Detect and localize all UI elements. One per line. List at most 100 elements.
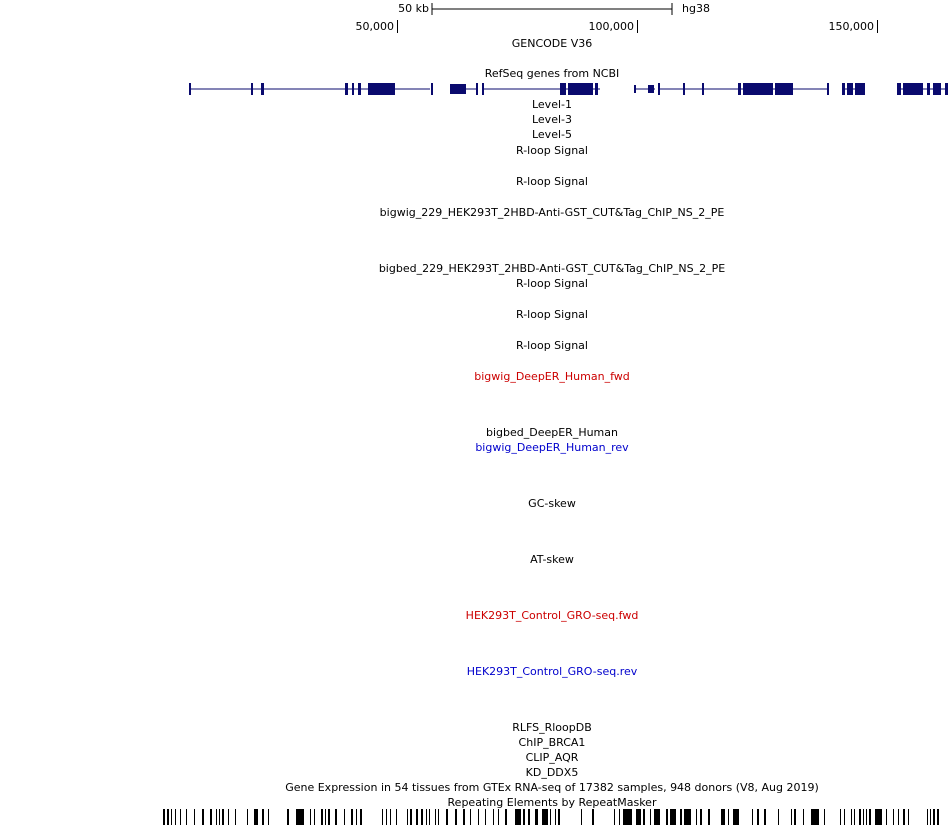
repeat-element [325,809,326,825]
repeat-element [222,809,224,825]
repeat-element [314,809,315,825]
position-label: 100,000 [589,20,635,33]
track-label: Gene Expression in 54 tissues from GTEx … [285,781,819,794]
repeat-element [893,809,894,825]
repeat-element [386,809,387,825]
track-label: HEK293T_Control_GRO-seq.fwd [466,609,639,622]
repeat-element [485,809,486,825]
exon [358,83,361,95]
repeat-element [721,809,725,825]
repeat-element [550,809,551,825]
repeat-element [851,809,852,825]
repeat-element [757,809,759,825]
position-label: 150,000 [829,20,875,33]
track-label: RLFS_RloopDB [512,721,592,734]
track-label: Level-1 [532,98,572,111]
repeat-element [426,809,427,825]
exon [933,83,941,95]
repeat-element [643,809,645,825]
repeat-element [287,809,289,825]
track-label: HEK293T_Control_GRO-seq.rev [467,665,638,678]
track-label: bigwig_DeepER_Human_rev [475,441,629,454]
exon [927,83,930,95]
repeat-element [328,809,330,825]
track-label: Level-3 [532,113,572,126]
gene-track [189,83,948,95]
repeat-element [202,809,204,825]
repeat-element [455,809,457,825]
exon [595,83,598,95]
track-label: R-loop Signal [516,308,588,321]
repeat-element [670,809,676,825]
track-label: GENCODE V36 [512,37,592,50]
exon [345,83,348,95]
repeat-element [463,809,465,825]
repeat-element [863,809,864,825]
repeat-element [186,809,187,825]
exon [827,83,829,95]
repeat-element [898,809,899,825]
repeat-element [528,809,530,825]
exon [847,83,853,95]
repeat-element [535,809,538,825]
repeat-element [680,809,682,825]
repeat-element [310,809,311,825]
repeat-element [840,809,841,825]
repeat-element [163,809,165,825]
repeat-element [429,809,430,825]
exon [251,83,253,95]
repeat-element [619,809,620,825]
track-label: bigbed_229_HEK293T_2HBD-Anti-GST_CUT&Tag… [379,262,725,275]
track-label: bigwig_DeepER_Human_fwd [474,370,629,383]
repeat-element [614,809,615,825]
repeat-element [558,809,560,825]
position-label: 50,000 [356,20,395,33]
repeat-element [778,809,779,825]
repeat-element [752,809,753,825]
repeat-element [268,809,269,825]
exon [476,83,478,95]
track-label: GC-skew [528,497,576,510]
repeat-element [228,809,229,825]
exon [738,83,741,95]
exon [189,83,191,95]
repeat-element [794,809,796,825]
exon [352,83,354,95]
exon [634,85,636,93]
track-label: RefSeq genes from NCBI [485,67,620,80]
repeat-element [886,809,887,825]
repeat-element [446,809,448,825]
repeat-element [728,809,729,825]
repeat-element [344,809,345,825]
exon [482,83,484,95]
repeat-element [410,809,412,825]
repeat-element [811,809,819,825]
repeat-element [219,809,220,825]
track-label: KD_DDX5 [526,766,579,779]
track-label: AT-skew [530,553,574,566]
track-label: R-loop Signal [516,175,588,188]
exon [261,83,264,95]
repeat-element [438,809,439,825]
repeat-element [247,809,248,825]
assembly-label: hg38 [682,2,710,15]
repeat-element [908,809,909,825]
repeat-element [824,809,825,825]
exon [945,83,948,95]
exon [775,83,793,95]
repeat-element [416,809,418,825]
repeat-element [498,809,499,825]
repeat-element [869,809,871,825]
repeat-element [175,809,176,825]
track-label: Level-5 [532,128,572,141]
repeat-element [216,809,217,825]
track-label: R-loop Signal [516,144,588,157]
repeat-element [360,809,362,825]
exon [743,83,773,95]
repeat-element [356,809,357,825]
repeat-element [194,809,195,825]
repeat-element [927,809,928,825]
repeat-element [791,809,792,825]
